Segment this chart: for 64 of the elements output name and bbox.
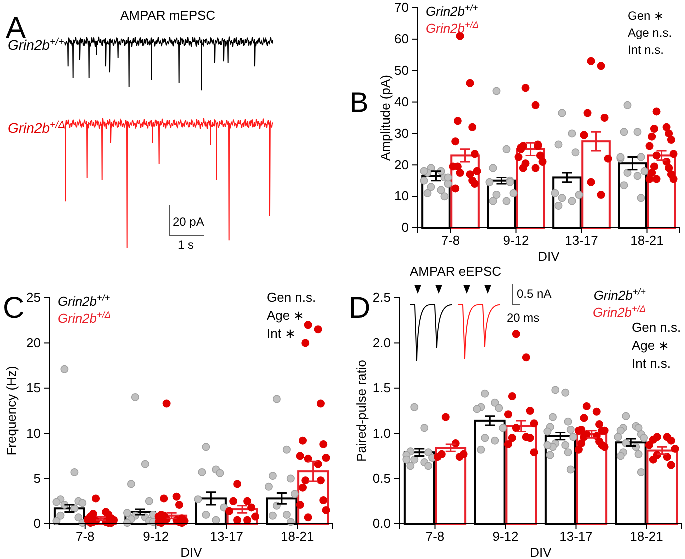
annotation: Int n.s. (632, 356, 672, 371)
y-tick-label: 2.0 (372, 335, 391, 350)
x-tick-label: 13-17 (560, 529, 593, 544)
y-tick-label: 20 (26, 335, 41, 350)
x-tick-label: 7-8 (426, 529, 445, 544)
x-axis-title: DIV (530, 545, 552, 559)
y-tick-label: 30 (394, 126, 409, 141)
text: Grin2b$^{+/Δ}$ (58, 310, 111, 326)
x-tick-label: 13-17 (565, 233, 598, 248)
text: B (350, 87, 369, 118)
annotation: 0.5 nA (517, 287, 552, 301)
annotation: Age ∗ (267, 308, 305, 323)
y-tick-label: 0.0 (372, 516, 391, 532)
text: Grin2b$^{+/Δ}$ (8, 120, 66, 136)
text: Grin2b$^{+/+}$ (594, 287, 646, 303)
text: AMPAR mEPSC (120, 8, 216, 23)
x-tick-label: 9-12 (503, 233, 530, 248)
y-tick-label: 1.0 (372, 426, 391, 441)
text: Grin2b$^{+/+}$ (8, 36, 64, 53)
y-tick-label: 1.5 (372, 380, 391, 396)
y-axis-title: Amplitude (pA) (378, 75, 393, 161)
x-tick-label: 13-17 (210, 529, 244, 544)
y-tick-label: 0 (402, 220, 409, 236)
annotation: Gen n.s. (632, 320, 682, 335)
text: C (3, 292, 25, 325)
text: Grin2b$^{+/Δ}$ (593, 304, 646, 320)
x-tick-label: 18-21 (630, 233, 664, 248)
x-axis-title: DIV (180, 545, 203, 559)
y-tick-label: 20 (394, 157, 409, 172)
x-tick-label: 9-12 (143, 529, 170, 544)
x-tick-label: 9-12 (492, 529, 519, 544)
annotation: Age n.s. (628, 26, 672, 40)
y-tick-label: 40 (394, 94, 409, 110)
annotation: 20 ms (507, 311, 540, 325)
y-tick-label: 0.5 (372, 470, 391, 486)
y-axis-title: Paired-pulse ratio (354, 360, 369, 462)
x-tick-label: 7-8 (76, 529, 95, 544)
annotation: Gen n.s. (267, 290, 316, 305)
x-tick-label: 18-21 (630, 529, 664, 544)
y-tick-label: 10 (26, 426, 41, 441)
annotation: Gen ∗ (628, 9, 664, 23)
y-tick-label: 0 (34, 516, 41, 532)
x-axis-title: DIV (538, 249, 560, 264)
y-tick-label: 2.5 (372, 290, 391, 306)
text: AMPAR eEPSC (410, 264, 502, 279)
annotation: Int ∗ (267, 326, 296, 341)
y-tick-label: 50 (394, 63, 409, 78)
x-tick-label: 18-21 (281, 529, 314, 544)
text: Grin2b$^{+/Δ}$ (426, 20, 479, 36)
y-tick-label: 70 (394, 0, 409, 16)
x-tick-label: 7-8 (441, 233, 460, 248)
text: Grin2b$^{+/+}$ (426, 3, 478, 19)
text: Grin2b$^{+/+}$ (58, 293, 110, 309)
y-tick-label: 10 (394, 188, 409, 204)
text: D (349, 292, 371, 325)
annotation: Age ∗ (632, 338, 670, 353)
y-tick-label: 60 (394, 32, 409, 47)
y-tick-label: 5 (34, 470, 41, 486)
text: 20 pA (173, 215, 204, 229)
y-tick-label: 25 (26, 290, 41, 306)
y-axis-title: Frequency (Hz) (4, 366, 19, 456)
annotation: Int n.s. (628, 43, 664, 57)
text: 1 s (178, 238, 194, 252)
y-tick-label: 15 (26, 380, 41, 396)
